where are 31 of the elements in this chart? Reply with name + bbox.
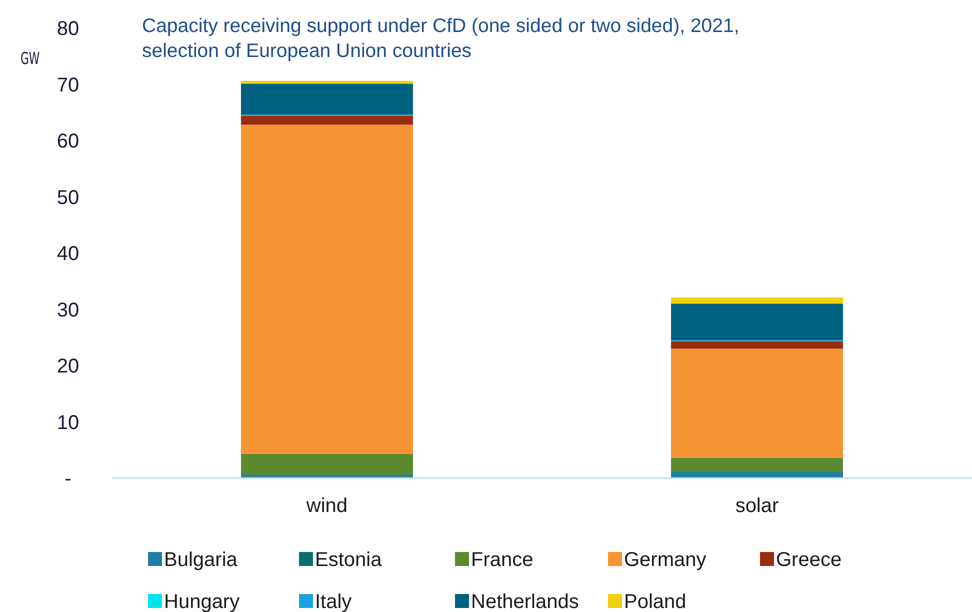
y-tick-label: 80 [56, 18, 80, 40]
bar [241, 116, 413, 125]
bar [241, 454, 413, 475]
legend-label: Italy [315, 591, 352, 612]
y-tick-label: 60 [56, 130, 80, 152]
x-tick-label: wind [305, 495, 348, 517]
bar [241, 124, 413, 454]
x-tick-label: solar [735, 495, 780, 517]
y-tick-label: 20 [56, 356, 80, 378]
y-tick-label: 50 [56, 186, 80, 209]
y-tick-label: 70 [56, 74, 80, 96]
legend-label: Estonia [315, 549, 383, 571]
y-tick-label: - [64, 468, 72, 490]
y-axis-title: GW [20, 50, 40, 69]
y-tick-label: 10 [56, 412, 80, 434]
bar [241, 84, 413, 115]
bar [671, 297, 843, 304]
legend-label: Germany [624, 549, 706, 571]
legend-label: Bulgaria [164, 549, 238, 571]
bar [671, 348, 843, 458]
bar [671, 304, 843, 340]
y-tick-label: 40 [56, 243, 80, 265]
chart-title: Capacity receiving support under CfD (one sided or two sided), 2021, selection of European Union countries [142, 15, 740, 62]
bar [671, 458, 843, 472]
bar [671, 341, 843, 349]
legend-label: Poland [624, 591, 686, 612]
legend-label: Hungary [164, 591, 240, 612]
legend-label: France [471, 549, 534, 571]
legend-label: Netherlands [471, 591, 579, 612]
y-tick-label: 30 [56, 299, 80, 322]
legend-label: Greece [776, 549, 842, 571]
